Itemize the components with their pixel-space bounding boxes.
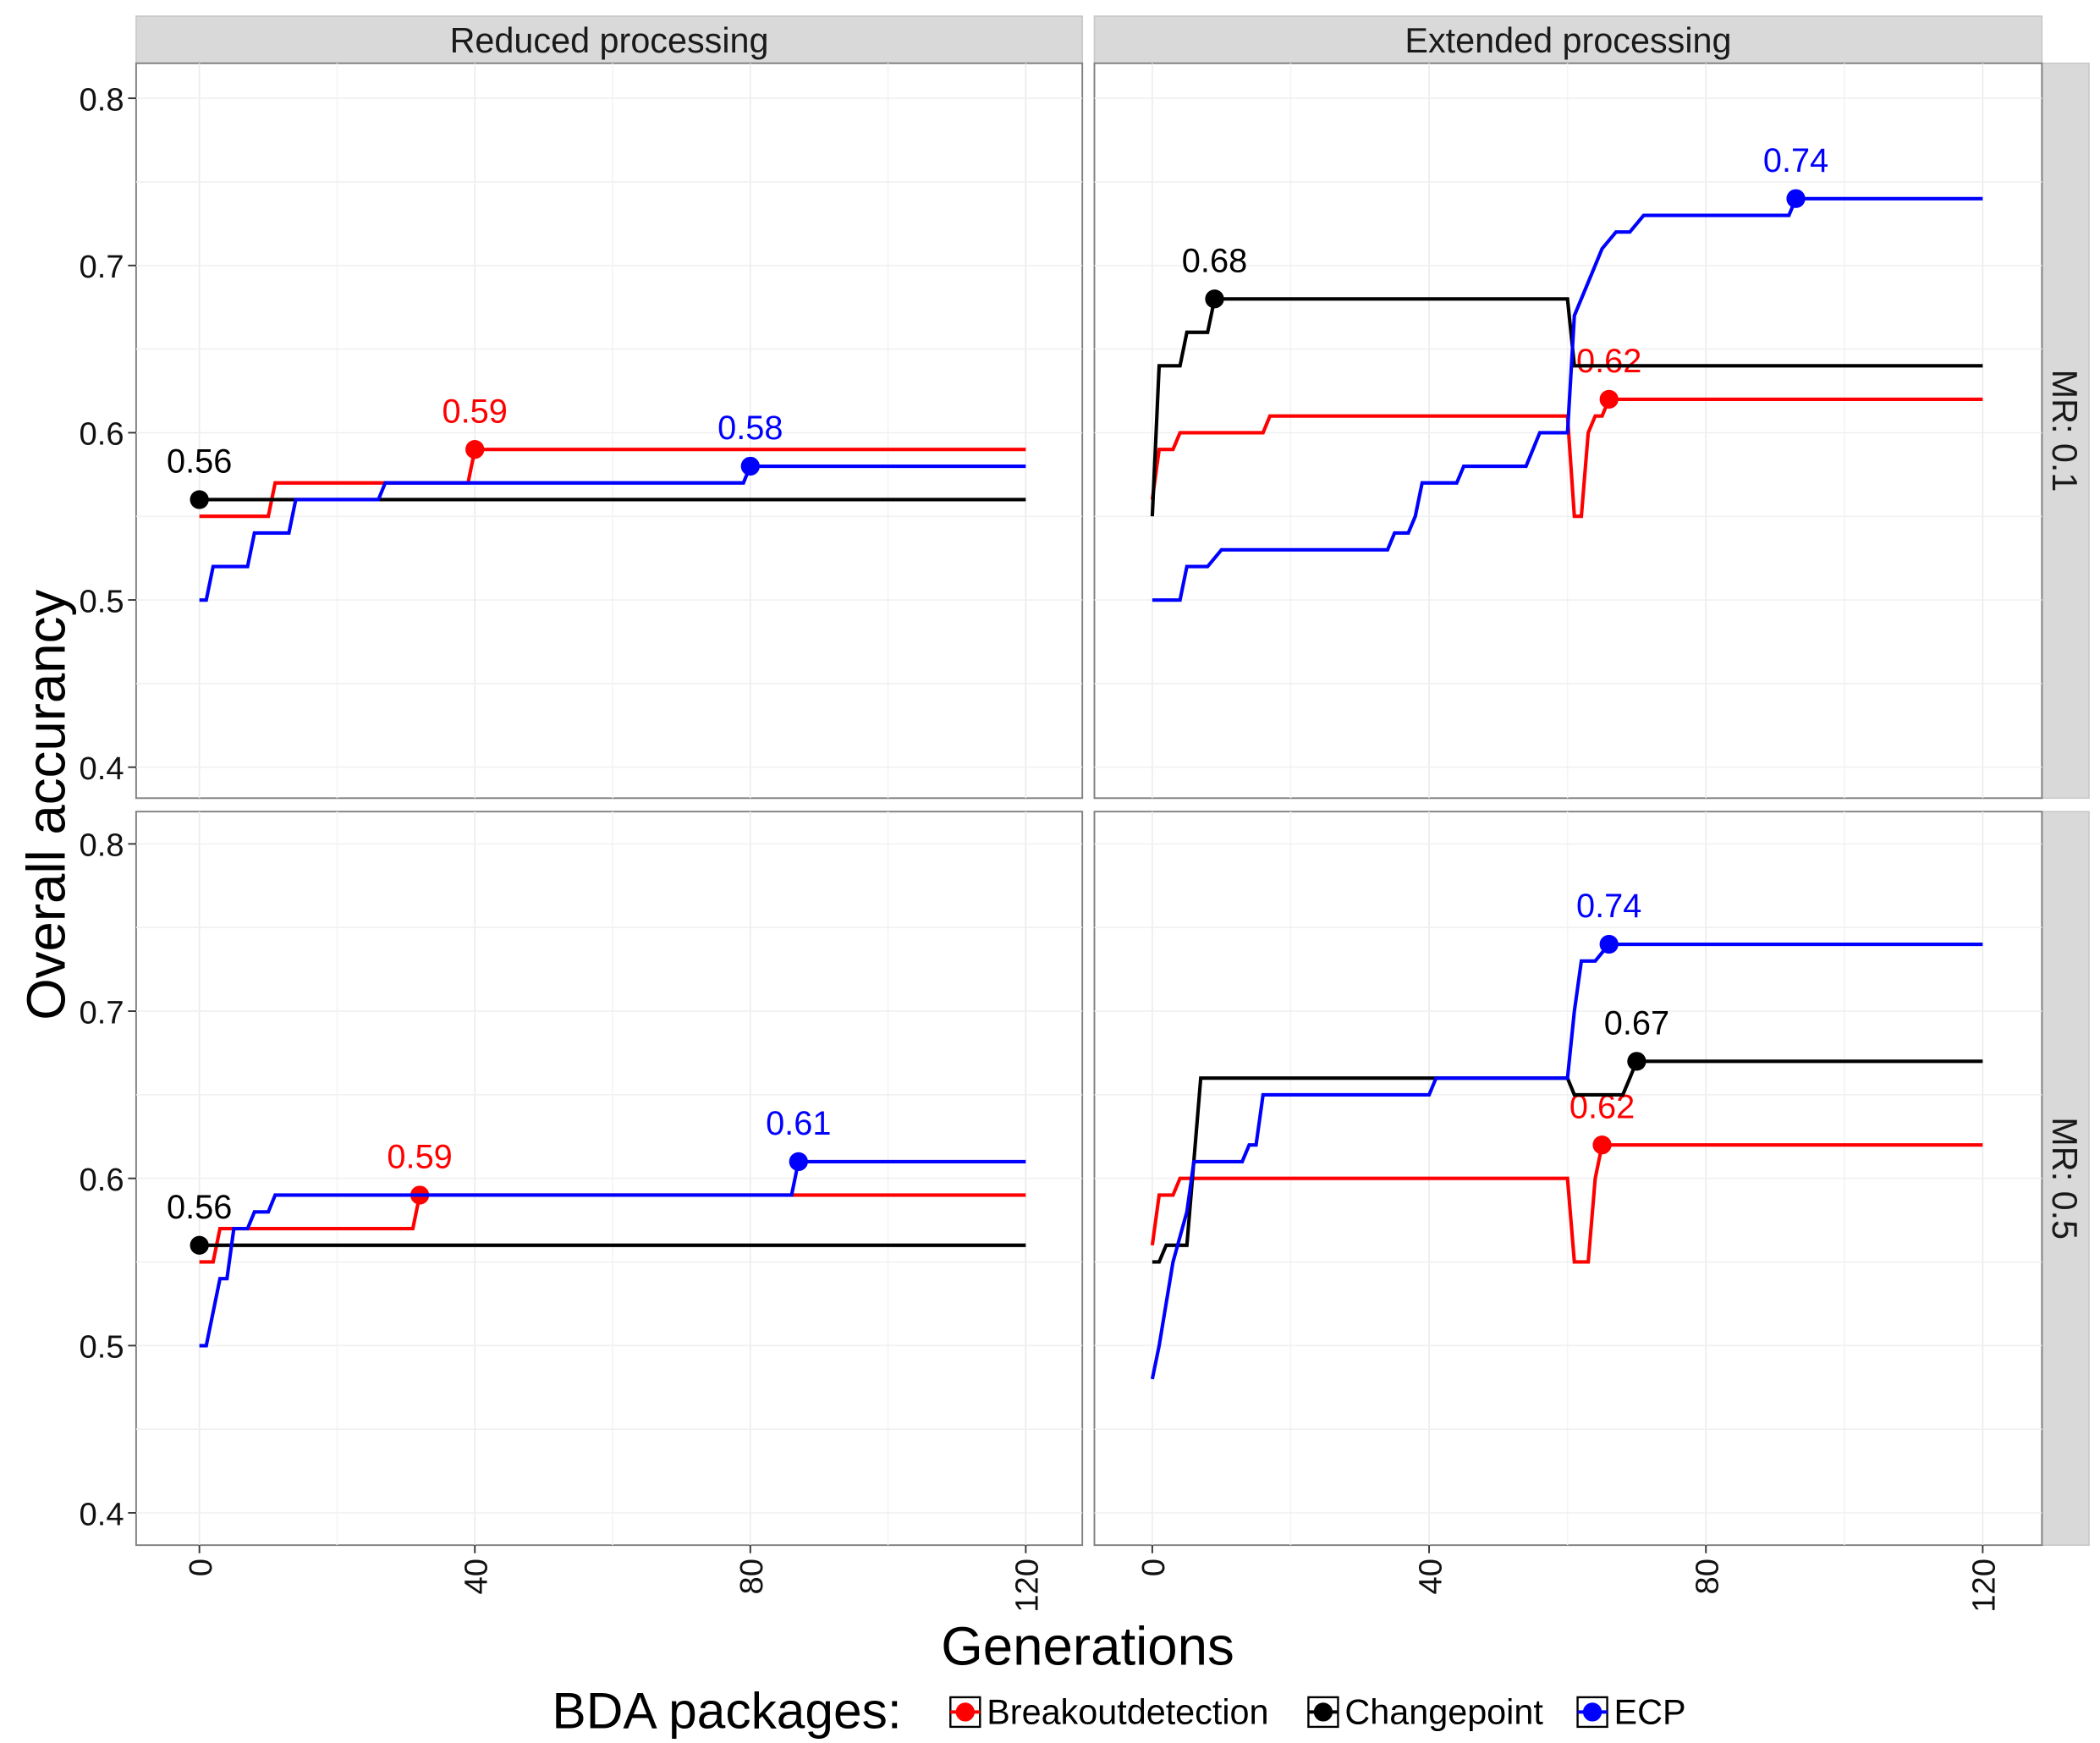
legend-label: ECP — [1614, 1693, 1686, 1732]
series-line-ecp — [199, 464, 1026, 602]
peak-label: 0.67 — [1604, 1005, 1669, 1042]
legend-key-dot — [1582, 1702, 1602, 1722]
y-tick-label: 0.5 — [80, 1329, 124, 1366]
peak-label: 0.74 — [1763, 142, 1828, 179]
column-strip-label: Reduced processing — [450, 21, 769, 60]
peak-label: 0.61 — [766, 1105, 831, 1142]
y-axis-title: Overall accurancy — [17, 590, 77, 1020]
legend-key-dot — [1313, 1702, 1333, 1722]
column-strip — [1093, 15, 2043, 64]
y-tick-label: 0.8 — [80, 828, 124, 864]
series-line-ecp — [1150, 942, 1983, 1380]
peak-marker-changepoint — [1205, 289, 1224, 309]
peak-label: 0.59 — [387, 1139, 452, 1176]
column-strip-label: Extended processing — [1405, 21, 1731, 60]
y-tick-label: 0.4 — [80, 1496, 124, 1532]
x-tick-label: 0 — [1135, 1559, 1172, 1576]
y-tick-label: 0.7 — [80, 249, 124, 285]
legend-label: Changepoint — [1344, 1693, 1543, 1732]
peak-label: 0.74 — [1576, 888, 1641, 925]
panel-background — [135, 62, 1084, 800]
column-strip — [135, 15, 1083, 64]
peak-label: 0.58 — [717, 410, 783, 447]
y-tick-label: 0.8 — [80, 81, 124, 118]
peak-marker-changepoint — [190, 490, 209, 509]
x-tick-label: 40 — [1412, 1559, 1449, 1594]
legend-title: BDA packages: — [552, 1682, 901, 1740]
legend-key-dot — [955, 1702, 975, 1722]
peak-marker-changepoint — [1627, 1052, 1646, 1071]
peak-marker-changepoint — [190, 1235, 209, 1255]
row-strip — [2041, 62, 2090, 800]
peak-marker-ecp — [1599, 934, 1619, 954]
series-line-breakoutdetection — [199, 448, 1026, 519]
peak-label: 0.56 — [167, 443, 232, 481]
y-tick-label: 0.5 — [80, 583, 124, 619]
x-tick-label: 0 — [183, 1559, 219, 1576]
peak-marker-ecp — [1786, 189, 1806, 208]
peak-marker-breakoutdetection — [1599, 389, 1619, 410]
x-tick-label: 120 — [1009, 1559, 1046, 1613]
y-tick-label: 0.4 — [80, 751, 124, 787]
series-line-ecp — [199, 1159, 1026, 1348]
legend-label: Breakoutdetection — [987, 1693, 1268, 1732]
peak-label: 0.68 — [1182, 242, 1247, 279]
peak-marker-ecp — [740, 456, 760, 476]
row-strip-label: MR: 0.1 — [2045, 370, 2084, 492]
y-tick-label: 0.6 — [80, 1162, 124, 1198]
x-tick-label: 40 — [459, 1559, 495, 1594]
x-axis-title: Generations — [941, 1617, 1234, 1677]
x-tick-label: 80 — [1690, 1559, 1726, 1594]
peak-marker-ecp — [789, 1152, 808, 1172]
y-tick-label: 0.6 — [80, 416, 124, 453]
peak-marker-breakoutdetection — [465, 440, 485, 459]
legend: BDA packages: Breakoutdetection Changepoi… — [552, 1682, 1685, 1740]
series-line-breakoutdetection — [1150, 397, 1983, 519]
peak-label: 0.56 — [167, 1189, 232, 1226]
peak-marker-breakoutdetection — [1592, 1135, 1612, 1155]
series-line-ecp — [1152, 196, 1983, 602]
x-tick-label: 80 — [734, 1559, 770, 1594]
peak-label: 0.62 — [1576, 343, 1641, 380]
row-strip-label: MR: 0.5 — [2045, 1117, 2084, 1240]
x-tick-label: 120 — [1966, 1559, 2003, 1613]
series-line-breakoutdetection — [1150, 1143, 1983, 1264]
y-tick-label: 0.7 — [80, 994, 124, 1031]
peak-label: 0.59 — [443, 393, 508, 430]
row-strip — [2041, 811, 2090, 1546]
